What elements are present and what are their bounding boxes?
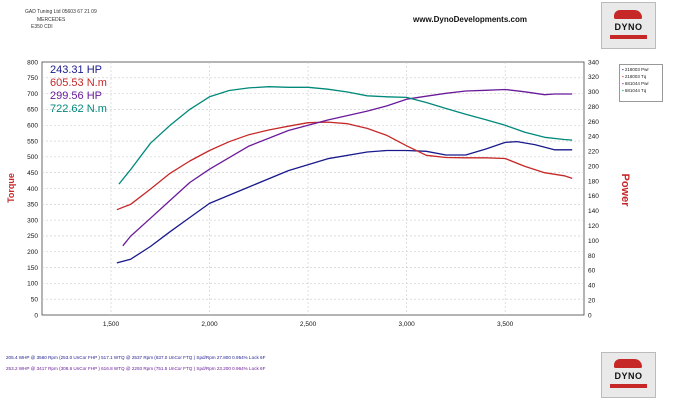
y2-tick-label: 120 (588, 223, 599, 230)
y2-tick-label: 20 (588, 297, 596, 304)
y-tick-label: 450 (27, 170, 38, 177)
vehicle-model: E350 CDI (31, 24, 53, 30)
y2-tick-label: 200 (588, 163, 599, 170)
y-tick-label: 300 (27, 217, 38, 224)
footer-summary-tuned: 253.2 WHP @ 3417 Rpm (308.6 UnCor FHP ) … (6, 366, 266, 371)
y-tick-label: 500 (27, 154, 38, 161)
readout-base-power: 243.31 HP (50, 64, 102, 76)
x-tick-label: 3,500 (497, 321, 514, 328)
y2-tick-label: 140 (588, 208, 599, 215)
series-line-218003-tq (116, 121, 573, 211)
readout-tuned-torque: 722.62 N.m (50, 103, 107, 115)
y2-tick-label: 220 (588, 149, 599, 156)
y2-axis-label: Power (619, 173, 631, 207)
x-tick-label: 2,500 (300, 321, 317, 328)
y2-tick-label: 240 (588, 134, 599, 141)
y2-tick-label: 280 (588, 104, 599, 111)
y-tick-label: 0 (34, 312, 38, 319)
legend-item: ▪ 681044 Pwr (622, 81, 649, 86)
readout-base-torque: 605.53 N.m (50, 77, 107, 89)
y-tick-label: 50 (31, 296, 39, 303)
series-line-681044-pwr (122, 88, 573, 247)
series-line-681044-tq (118, 86, 573, 185)
logo-text: DYNO (614, 22, 643, 32)
y-tick-label: 550 (27, 138, 38, 145)
y2-tick-label: 180 (588, 178, 599, 185)
car-icon (614, 10, 642, 19)
vehicle-make: MERCEDES (37, 17, 66, 23)
y2-tick-label: 100 (588, 238, 599, 245)
y2-tick-label: 160 (588, 193, 599, 200)
plot-area (41, 61, 585, 316)
y-tick-label: 100 (27, 281, 38, 288)
legend-item: ▪ 218003 Tq (622, 74, 647, 79)
y2-tick-label: 340 (588, 59, 599, 66)
y2-tick-label: 60 (588, 268, 596, 275)
logo-text: DYNO (614, 371, 643, 381)
website-url: www.DynoDevelopments.com (413, 15, 527, 24)
y2-tick-label: 260 (588, 119, 599, 126)
legend-item: ▪ 218003 Pwr (622, 67, 649, 72)
dyno-logo-bottom: DYNO (601, 352, 656, 398)
y-tick-label: 650 (27, 107, 38, 114)
axis-ticks: 1,500 2,000 2,500 3,000 3,500050100150200250… (27, 59, 599, 328)
y-axis-label: Torque (6, 173, 16, 203)
series-lines (116, 86, 573, 264)
legend: ▪ 218003 Pwr ▪ 218003 Tq ▪ 681044 Pwr ▪ … (619, 64, 663, 102)
y-tick-label: 150 (27, 265, 38, 272)
y2-tick-label: 0 (588, 312, 592, 319)
y-tick-label: 250 (27, 233, 38, 240)
y-tick-label: 800 (27, 59, 38, 66)
logo-stripe (610, 384, 647, 388)
y2-tick-label: 40 (588, 283, 596, 290)
y-tick-label: 700 (27, 91, 38, 98)
logo-stripe (610, 35, 647, 39)
series-line-218003-pwr (116, 140, 573, 264)
peak-readouts: 243.31 HP 605.53 N.m 299.56 HP 722.62 N.… (50, 64, 107, 116)
legend-item: ▪ 681044 Tq (622, 88, 647, 93)
y-tick-label: 200 (27, 249, 38, 256)
x-tick-label: 2,000 (201, 321, 218, 328)
y-tick-label: 400 (27, 186, 38, 193)
y2-tick-label: 80 (588, 253, 596, 260)
readout-tuned-power: 299.56 HP (50, 90, 102, 102)
y-tick-label: 600 (27, 123, 38, 130)
company-info: GAD Tuning Ltd 05603 67 21 09 (25, 9, 97, 15)
car-icon (614, 359, 642, 368)
y-tick-label: 750 (27, 75, 38, 82)
dyno-logo-top: DYNO (601, 2, 656, 49)
x-tick-label: 3,000 (398, 321, 415, 328)
y2-tick-label: 300 (588, 89, 599, 96)
y-tick-label: 350 (27, 202, 38, 209)
y2-tick-label: 320 (588, 74, 599, 81)
footer-summary-base: 205.4 WHP @ 3560 Rpm (253.0 UnCor FHP ) … (6, 355, 266, 360)
x-tick-label: 1,500 (103, 321, 120, 328)
